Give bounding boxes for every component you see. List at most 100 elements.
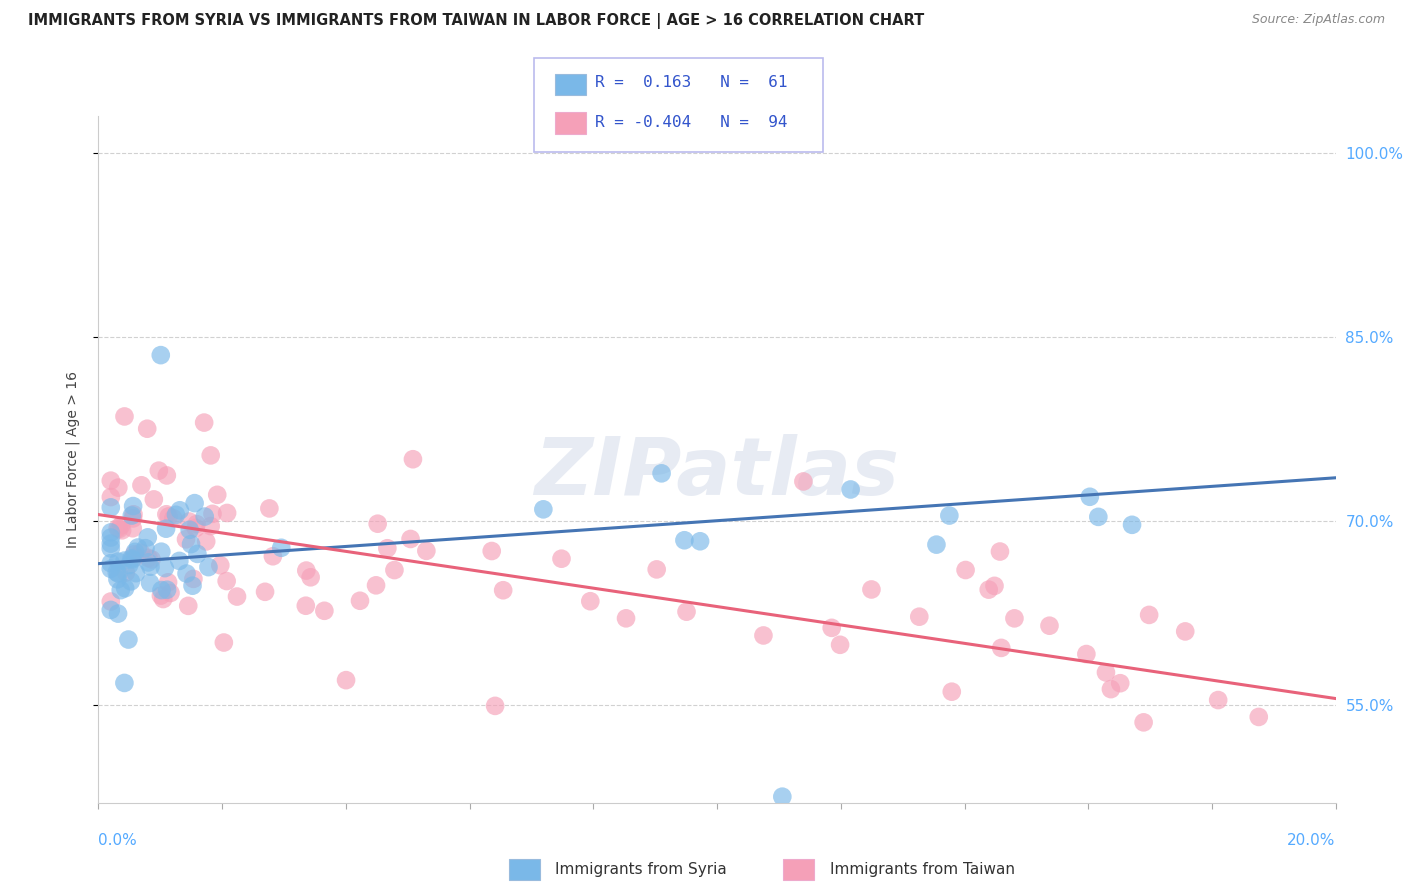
Point [299, 570, 322, 584]
Point [770, 789, 793, 804]
Point [792, 475, 814, 489]
Point [215, 574, 238, 588]
Point [100, 525, 122, 540]
Point [118, 558, 141, 572]
Point [492, 583, 515, 598]
Point [105, 566, 128, 580]
Point [120, 574, 142, 589]
Point [349, 594, 371, 608]
Point [100, 541, 122, 556]
Point [207, 488, 229, 502]
Point [1109, 676, 1132, 690]
Point [136, 556, 159, 570]
Point [136, 422, 159, 436]
Point [156, 468, 179, 483]
Point [122, 508, 145, 522]
Point [925, 538, 948, 552]
Point [108, 522, 131, 536]
Point [335, 673, 357, 688]
Point [550, 551, 572, 566]
Point [100, 556, 122, 570]
Point [194, 509, 217, 524]
Point [830, 638, 852, 652]
Point [988, 544, 1011, 558]
Point [645, 562, 668, 576]
Point [183, 496, 205, 510]
Point [364, 578, 387, 592]
Point [141, 552, 163, 566]
Point [977, 582, 1000, 597]
Point [908, 609, 931, 624]
Point [115, 566, 138, 580]
Point [129, 546, 152, 560]
Text: Immigrants from Syria: Immigrants from Syria [555, 863, 727, 877]
Point [122, 511, 145, 525]
Point [295, 564, 318, 578]
Point [1174, 624, 1197, 639]
Point [142, 492, 165, 507]
Point [860, 582, 883, 597]
Point [112, 676, 135, 690]
Point [107, 607, 129, 621]
Point [165, 508, 187, 522]
Point [100, 500, 122, 515]
Point [100, 531, 122, 545]
Point [169, 554, 191, 568]
Point [150, 583, 173, 598]
Text: 0.0%: 0.0% [98, 833, 138, 848]
Point [1004, 611, 1026, 625]
Point [262, 549, 284, 564]
Point [839, 483, 862, 497]
Point [114, 409, 136, 424]
Point [157, 509, 180, 524]
Point [1206, 693, 1229, 707]
Point [100, 474, 122, 488]
Point [254, 584, 277, 599]
Point [270, 541, 292, 555]
Point [531, 502, 554, 516]
Text: Source: ZipAtlas.com: Source: ZipAtlas.com [1251, 13, 1385, 27]
Point [107, 572, 129, 586]
Point [136, 530, 159, 544]
Point [579, 594, 602, 608]
Point [200, 449, 222, 463]
Point [402, 452, 425, 467]
Point [295, 599, 318, 613]
Point [157, 575, 180, 590]
Point [484, 698, 506, 713]
Point [367, 516, 389, 531]
Point [100, 562, 122, 576]
Point [125, 566, 148, 581]
Point [100, 603, 122, 617]
Point [174, 533, 197, 547]
Point [127, 541, 149, 555]
Point [117, 632, 139, 647]
Point [1095, 665, 1118, 680]
Point [675, 605, 697, 619]
Point [183, 572, 205, 586]
Point [314, 604, 336, 618]
Point [186, 547, 208, 561]
Point [1087, 509, 1109, 524]
Point [150, 544, 173, 558]
Point [134, 541, 156, 556]
Point [107, 566, 129, 581]
Point [193, 416, 215, 430]
Point [139, 559, 162, 574]
Point [124, 545, 146, 559]
Point [100, 490, 122, 504]
Point [1076, 647, 1098, 661]
Point [179, 523, 201, 537]
Point [124, 550, 146, 565]
Point [399, 532, 422, 546]
Point [156, 582, 179, 597]
Y-axis label: In Labor Force | Age > 16: In Labor Force | Age > 16 [66, 371, 80, 548]
Point [121, 521, 143, 535]
Point [138, 551, 160, 566]
Point [614, 611, 637, 625]
Point [1078, 490, 1101, 504]
Point [184, 521, 207, 535]
Point [177, 599, 200, 613]
Point [107, 555, 129, 569]
Point [131, 478, 153, 492]
